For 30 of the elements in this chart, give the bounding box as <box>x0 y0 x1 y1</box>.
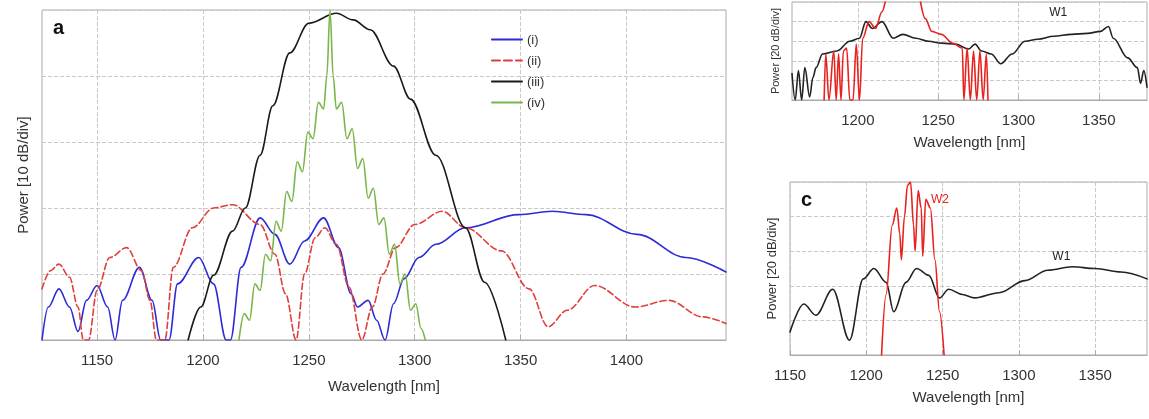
legend-label: (iii) <box>526 74 545 89</box>
legend-label: (i) <box>526 32 539 47</box>
legend-label: (ii) <box>526 53 542 68</box>
x-tick-label: 1300 <box>398 351 432 368</box>
y-axis-title: Power [20 dB/div] <box>764 217 779 320</box>
x-tick-label: 1150 <box>80 351 114 368</box>
legend-label: (iv) <box>526 95 545 110</box>
x-tick-label: 1350 <box>1078 366 1112 383</box>
annotation: W1 <box>1052 249 1071 264</box>
x-tick-label: 1200 <box>841 111 875 128</box>
x-axis-title: Wavelength [nm] <box>328 377 440 394</box>
x-tick-label: 1200 <box>849 366 883 383</box>
x-tick-label: 1400 <box>609 351 644 368</box>
x-tick-label: 1300 <box>1002 366 1036 383</box>
x-axis-title: Wavelength [nm] <box>913 133 1026 150</box>
x-tick-label: 1150 <box>773 366 807 383</box>
chart-title: a <box>53 16 65 38</box>
x-axis-title: Wavelength [nm] <box>912 388 1025 405</box>
x-tick-label: 1250 <box>292 351 326 368</box>
x-tick-label: 1200 <box>186 351 220 368</box>
x-tick-label: 1250 <box>925 366 960 383</box>
annotation: W2 <box>930 192 950 207</box>
x-tick-label: 1250 <box>921 111 955 128</box>
y-axis-title: Power [20 dB/div] <box>768 7 781 95</box>
y-axis-title: Power [10 dB/div] <box>14 116 31 234</box>
x-tick-label: 1350 <box>503 351 538 368</box>
annotation: W1 <box>1049 4 1068 19</box>
x-tick-label: 1350 <box>1082 111 1116 128</box>
x-tick-label: 1300 <box>1001 111 1036 128</box>
chart-title: c <box>801 188 813 210</box>
